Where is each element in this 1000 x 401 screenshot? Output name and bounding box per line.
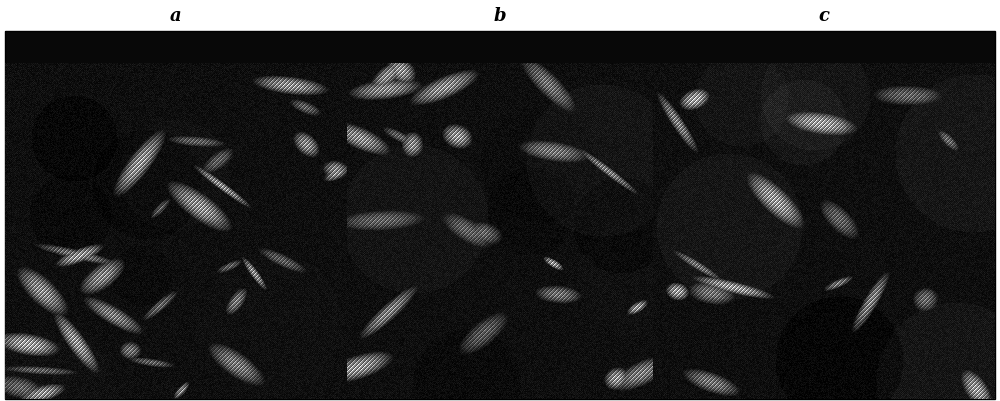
Text: c: c: [818, 7, 830, 25]
Text: b: b: [494, 7, 506, 25]
Text: GATA3: GATA3: [10, 115, 37, 124]
Text: DAPI: DAPI: [10, 131, 30, 140]
Bar: [5, 32, 995, 64]
Text: a: a: [170, 7, 182, 25]
Text: ECAD: ECAD: [10, 99, 33, 108]
